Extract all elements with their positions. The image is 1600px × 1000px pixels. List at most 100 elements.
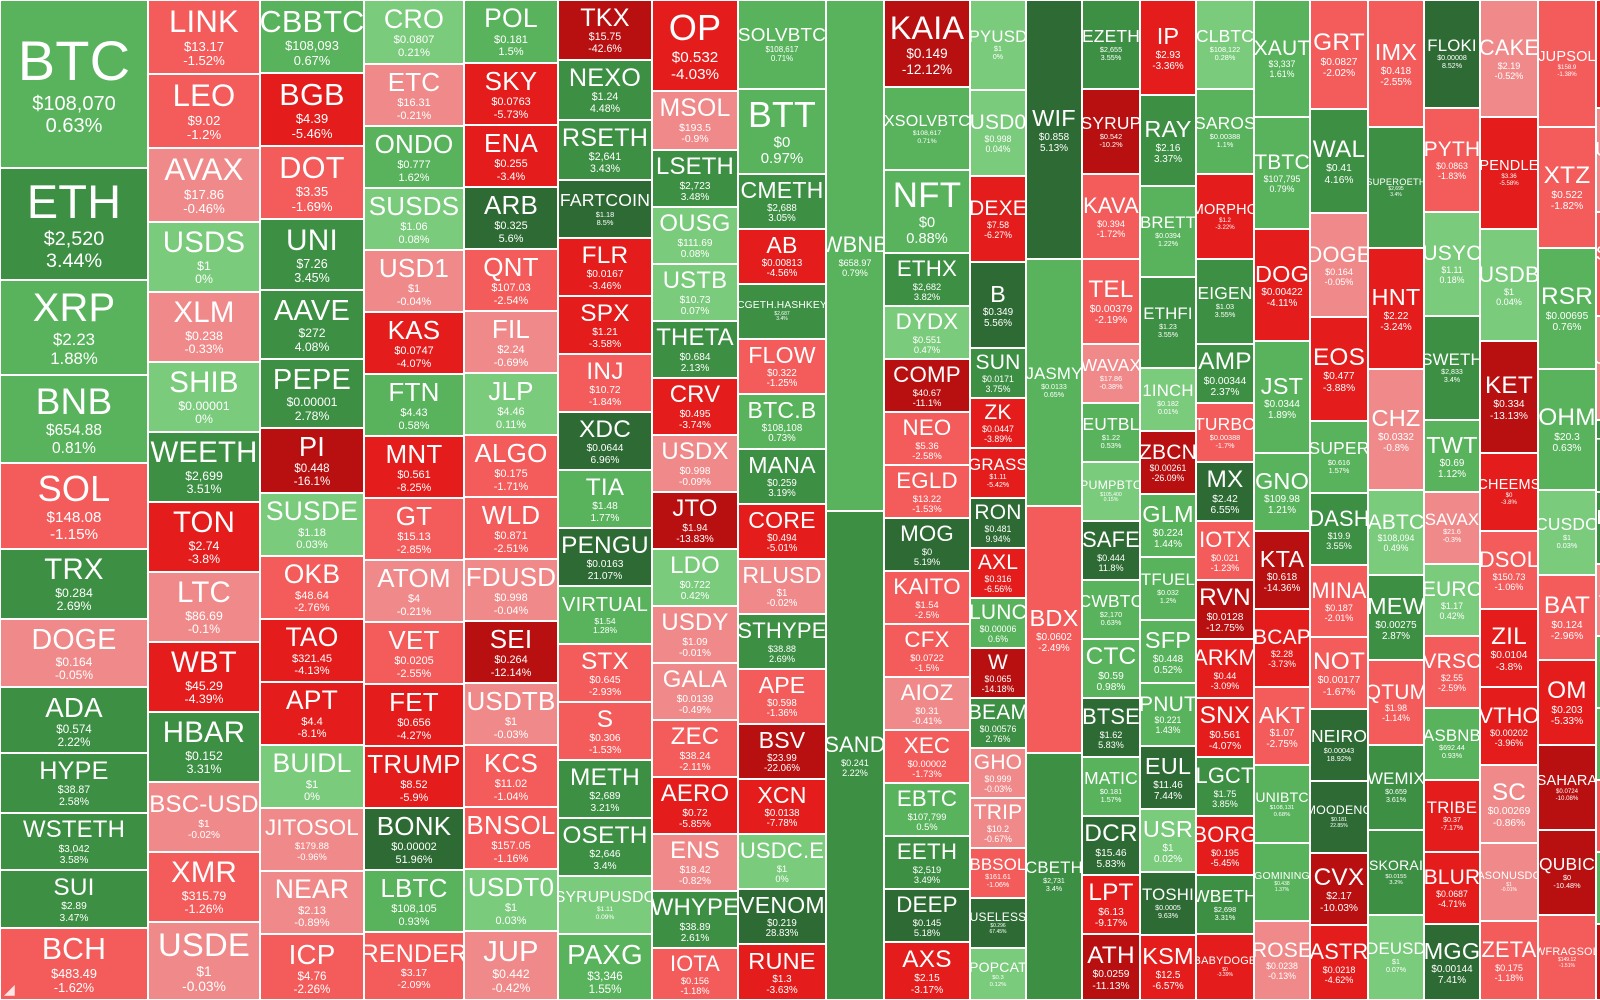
tile-whype[interactable]: WHYPE $38.89 2.61% — [652, 891, 738, 948]
tile-usdx[interactable]: USDX $0.998 -0.09% — [652, 435, 738, 492]
tile-btc[interactable]: BTC $108,070 0.63% — [0, 0, 148, 168]
tile-amp[interactable]: AMP $0.00344 2.37% — [1196, 344, 1254, 403]
tile-zbcn[interactable]: ZBCN $0.00261 -26.09% — [1140, 431, 1196, 494]
tile-trip[interactable]: TRIP $10.2 -0.67% — [970, 798, 1026, 848]
tile-unibtc[interactable]: UNIBTC $108,131 0.68% — [1254, 765, 1310, 843]
tile-tao[interactable]: TAO $321.45 -4.13% — [260, 619, 364, 682]
tile-eutbl[interactable]: EUTBL $1.22 0.53% — [1082, 403, 1140, 462]
tile-mnt[interactable]: MNT $0.561 -8.25% — [364, 436, 464, 498]
tile-useless[interactable]: USELESS $0.296 67.45% — [970, 898, 1026, 948]
tile-mx[interactable]: MX $2.42 6.55% — [1196, 462, 1254, 521]
tile-a[interactable]: A$0.477-4.1% — [1596, 0, 1600, 108]
tile-wal[interactable]: WAL $0.41 4.16% — [1310, 109, 1368, 213]
tile-inj[interactable]: INJ $10.72 -1.84% — [558, 354, 652, 412]
tile-wbnb[interactable]: WBNB$658.970.79% — [826, 0, 884, 511]
tile-eth[interactable]: ETH $2,520 3.44% — [0, 168, 148, 280]
tile-rlusd[interactable]: RLUSD $1 -0.02% — [738, 559, 826, 614]
tile-mog[interactable]: MOG $0 5.19% — [884, 518, 970, 571]
tile-ron[interactable]: RON $0.481 9.94% — [970, 498, 1026, 548]
tile-kaito[interactable]: KAITO $1.54 -2.5% — [884, 571, 970, 624]
tile-ens[interactable]: ENS $18.42 -0.82% — [652, 834, 738, 891]
tile-super[interactable]: SUPER $0.616 1.57% — [1310, 421, 1368, 493]
tile-cheems[interactable]: CHEEMS $0 -3.8% — [1480, 453, 1538, 531]
tile-link[interactable]: LINK $13.17 -1.52% — [148, 0, 260, 74]
tile-cgeth-hashkey[interactable]: CGETH.HASHKEY $2,687 3.4% — [738, 284, 826, 339]
tile-wavax[interactable]: WAVAX $17.86 -0.38% — [1082, 344, 1140, 403]
tile-uni[interactable]: UNI $7.26 3.45% — [260, 219, 364, 290]
tile-mana[interactable]: MANA $0.259 3.19% — [738, 449, 826, 504]
tile-clbtc[interactable]: CLBTC $108,122 0.28% — [1196, 0, 1254, 89]
tile-deusd[interactable]: DEUSD $1 0.07% — [1368, 915, 1424, 1000]
tile-near[interactable]: NEAR $2.13 -0.89% — [260, 871, 364, 934]
tile-xsolvbtc[interactable]: XSOLVBTC $108,617 0.71% — [884, 87, 970, 170]
tile-t[interactable]: T$0.0154-11.72% — [1596, 924, 1600, 1000]
tile-oseth[interactable]: OSETH $2,646 3.4% — [558, 818, 652, 876]
tile-meth[interactable]: METH $2,689 3.21% — [558, 760, 652, 818]
tile-usdg[interactable]: USDG$1-0.01% — [1596, 316, 1600, 420]
tile-superoeth[interactable]: SUPEROETH $2,695 3.4% — [1368, 127, 1424, 248]
tile-solvbtc[interactable]: SOLVBTC $108,617 0.71% — [738, 0, 826, 89]
tile-eos[interactable]: EOS $0.477 -3.88% — [1310, 317, 1368, 421]
tile-bdx[interactable]: BDX $0.0602 -2.49% — [1026, 506, 1082, 753]
tile-bnb[interactable]: BNB $654.88 0.81% — [0, 375, 148, 463]
tile-cvx[interactable]: CVX $2.17 -10.03% — [1310, 853, 1368, 925]
tile-bcap[interactable]: BCAP $2.28 -3.73% — [1254, 609, 1310, 687]
tile-safe[interactable]: SAFE $0.444 11.8% — [1082, 521, 1140, 580]
tile-ksm[interactable]: KSM $12.5 -6.57% — [1140, 935, 1196, 1000]
tile-pendle[interactable]: PENDLE $3.36 -5.58% — [1480, 117, 1538, 229]
tile-eth+[interactable]: ETH+$2,6443.42% — [1596, 492, 1600, 564]
tile-ckb[interactable]: CKB$0.003431.08% — [1596, 852, 1600, 924]
tile-twt[interactable]: TWT $0.69 1.12% — [1424, 420, 1480, 492]
tile-tfuel[interactable]: TFUEL $0.032 1.2% — [1140, 557, 1196, 620]
tile-usdf[interactable]: USDF$1-0.05% — [1596, 108, 1600, 212]
tile-grass[interactable]: GRASS $1.11 -5.42% — [970, 448, 1026, 498]
tile-sthype[interactable]: STHYPE $38.88 2.69% — [738, 614, 826, 669]
tile-ondo[interactable]: ONDO $0.777 1.62% — [364, 126, 464, 188]
tile-asbnb[interactable]: ASBNB $692.44 0.93% — [1424, 708, 1480, 780]
tile-gho[interactable]: GHO $0.999 -0.03% — [970, 748, 1026, 798]
tile-dcr[interactable]: DCR $15.46 5.83% — [1082, 816, 1140, 875]
tile-sol[interactable]: SOL $148.08 -1.15% — [0, 463, 148, 549]
tile-kcs[interactable]: KCS $11.02 -1.04% — [464, 745, 558, 807]
tile-pol[interactable]: POL $0.181 1.5% — [464, 0, 558, 63]
tile-sweth[interactable]: SWETH $2,833 3.4% — [1424, 316, 1480, 420]
tile-bnsol[interactable]: BNSOL $157.05 -1.16% — [464, 807, 558, 869]
tile-mina[interactable]: MINA $0.187 -2.01% — [1310, 565, 1368, 637]
tile-wsteth[interactable]: WSTETH $3,042 3.58% — [0, 813, 148, 870]
tile-mew[interactable]: MEW $0.00275 2.87% — [1368, 575, 1424, 660]
tile-tribe[interactable]: TRIBE $0.37 -7.17% — [1424, 780, 1480, 852]
tile-toshi[interactable]: TOSHI $0.0005 9.63% — [1140, 872, 1196, 935]
tile-vtho[interactable]: VTHO $0.00202 -3.96% — [1480, 687, 1538, 765]
tile-btc-b[interactable]: BTC.B $108,108 0.73% — [738, 394, 826, 449]
tile-ezeth[interactable]: EZETH $2,655 3.55% — [1082, 0, 1140, 89]
tile-popcat[interactable]: POPCAT $0.3 0.12% — [970, 948, 1026, 1000]
tile-lbtc[interactable]: LBTC $108,105 0.93% — [364, 870, 464, 932]
tile-sand[interactable]: SAND $0.241 2.22% — [826, 511, 884, 1000]
tile-stx[interactable]: STX $0.645 -2.93% — [558, 644, 652, 702]
tile-rsr[interactable]: RSR $0.00695 0.76% — [1538, 248, 1596, 369]
tile-zeta[interactable]: ZETA $0.175 -1.18% — [1480, 921, 1538, 1000]
tile-iota[interactable]: IOTA $0.156 -1.18% — [652, 948, 738, 1000]
tile-brett[interactable]: BRETT $0.0394 1.22% — [1140, 186, 1196, 277]
tile-imx[interactable]: IMX $0.418 -2.55% — [1368, 0, 1424, 127]
tile-sui[interactable]: SUI $2.89 3.47% — [0, 870, 148, 928]
tile-blur[interactable]: BLUR $0.0687 -4.71% — [1424, 852, 1480, 924]
tile-apt[interactable]: APT $4.4 -8.1% — [260, 682, 364, 745]
tile-matic[interactable]: MATIC $0.181 1.57% — [1082, 757, 1140, 816]
tile-neiro[interactable]: NEIRO $0.00043 18.92% — [1310, 709, 1368, 781]
tile-usyc[interactable]: USYC $1.11 0.18% — [1424, 212, 1480, 316]
tile-fartcoin[interactable]: FARTCOIN $1.18 8.5% — [558, 180, 652, 238]
tile-wfragsol[interactable]: WFRAGSOL $149.12 -1.51% — [1538, 915, 1596, 1000]
tile-nft[interactable]: NFT $0 0.88% — [884, 170, 970, 253]
tile-hnt[interactable]: HNT $2.22 -3.24% — [1368, 248, 1424, 369]
tile-shib[interactable]: SHIB $0.00001 0% — [148, 362, 260, 432]
tile-axl[interactable]: AXL $0.316 -6.56% — [970, 548, 1026, 598]
tile-bsv[interactable]: BSV $23.99 -22.06% — [738, 724, 826, 779]
tile-abtc[interactable]: ABTC $108,094 0.49% — [1368, 490, 1424, 575]
tile-buidl[interactable]: BUIDL $1 0% — [260, 745, 364, 808]
tile-axs[interactable]: AXS $2.15 -3.17% — [884, 942, 970, 1000]
tile-dsol[interactable]: DSOL $150.73 -1.06% — [1480, 531, 1538, 609]
tile-jupsol[interactable]: JUPSOL $158.9 -1.38% — [1538, 0, 1596, 127]
tile-ethfi[interactable]: ETHFI $1.23 3.55% — [1140, 277, 1196, 368]
tile-egld[interactable]: EGLD $13.22 -1.53% — [884, 465, 970, 518]
